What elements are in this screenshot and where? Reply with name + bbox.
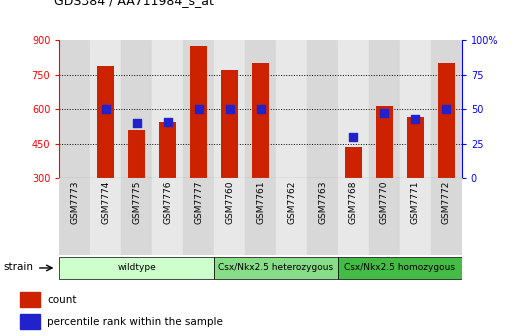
Bar	[159, 122, 176, 178]
Bar	[245, 178, 276, 255]
Bar	[376, 106, 393, 178]
Text: GDS384 / AA711984_s_at: GDS384 / AA711984_s_at	[54, 0, 214, 7]
Text: GSM7771: GSM7771	[411, 180, 420, 224]
Bar	[338, 178, 369, 255]
Bar	[20, 314, 40, 329]
Bar	[90, 40, 121, 178]
Text: count: count	[47, 295, 76, 305]
Text: GSM7762: GSM7762	[287, 180, 296, 224]
Bar	[90, 178, 121, 255]
Text: Csx/Nkx2.5 homozygous: Csx/Nkx2.5 homozygous	[344, 263, 456, 272]
Bar	[338, 40, 369, 178]
Point	[380, 111, 389, 116]
Bar	[431, 40, 462, 178]
Bar	[214, 257, 338, 279]
Bar	[252, 63, 269, 178]
Point	[442, 107, 450, 112]
Bar	[431, 178, 462, 255]
Point	[102, 107, 110, 112]
Text: percentile rank within the sample: percentile rank within the sample	[47, 317, 223, 327]
Bar	[59, 40, 90, 178]
Bar	[400, 40, 431, 178]
Text: GSM7761: GSM7761	[256, 180, 265, 224]
Text: GSM7760: GSM7760	[225, 180, 234, 224]
Text: GSM7777: GSM7777	[194, 180, 203, 224]
Text: GSM7775: GSM7775	[132, 180, 141, 224]
Text: strain: strain	[3, 262, 33, 272]
Point	[256, 107, 265, 112]
Text: GSM7776: GSM7776	[163, 180, 172, 224]
Bar	[221, 70, 238, 178]
Bar	[128, 130, 146, 178]
Bar	[245, 40, 276, 178]
Bar	[276, 40, 307, 178]
Bar	[369, 178, 400, 255]
Text: GSM7772: GSM7772	[442, 180, 451, 224]
Text: GSM7768: GSM7768	[349, 180, 358, 224]
Bar	[438, 63, 455, 178]
Text: wildtype: wildtype	[117, 263, 156, 272]
Bar	[407, 117, 424, 178]
Point	[411, 116, 420, 122]
Bar	[121, 40, 152, 178]
Bar	[152, 178, 183, 255]
Point	[164, 119, 172, 124]
Bar	[307, 178, 338, 255]
Text: GSM7770: GSM7770	[380, 180, 389, 224]
Bar	[214, 40, 245, 178]
Point	[195, 107, 203, 112]
Bar	[183, 178, 214, 255]
Bar	[97, 66, 115, 178]
Bar	[183, 40, 214, 178]
Point	[349, 134, 358, 139]
Bar	[59, 257, 214, 279]
Text: GSM7763: GSM7763	[318, 180, 327, 224]
Bar	[190, 46, 207, 178]
Text: GSM7773: GSM7773	[70, 180, 79, 224]
Bar	[369, 40, 400, 178]
Bar	[400, 178, 431, 255]
Point	[133, 120, 141, 126]
Bar	[214, 178, 245, 255]
Bar	[276, 178, 307, 255]
Point	[225, 107, 234, 112]
Bar	[20, 292, 40, 307]
Bar	[152, 40, 183, 178]
Bar	[345, 147, 362, 178]
Bar	[121, 178, 152, 255]
Text: Csx/Nkx2.5 heterozygous: Csx/Nkx2.5 heterozygous	[218, 263, 334, 272]
Bar	[59, 178, 90, 255]
Bar	[307, 40, 338, 178]
Text: GSM7774: GSM7774	[101, 180, 110, 224]
Bar	[338, 257, 462, 279]
